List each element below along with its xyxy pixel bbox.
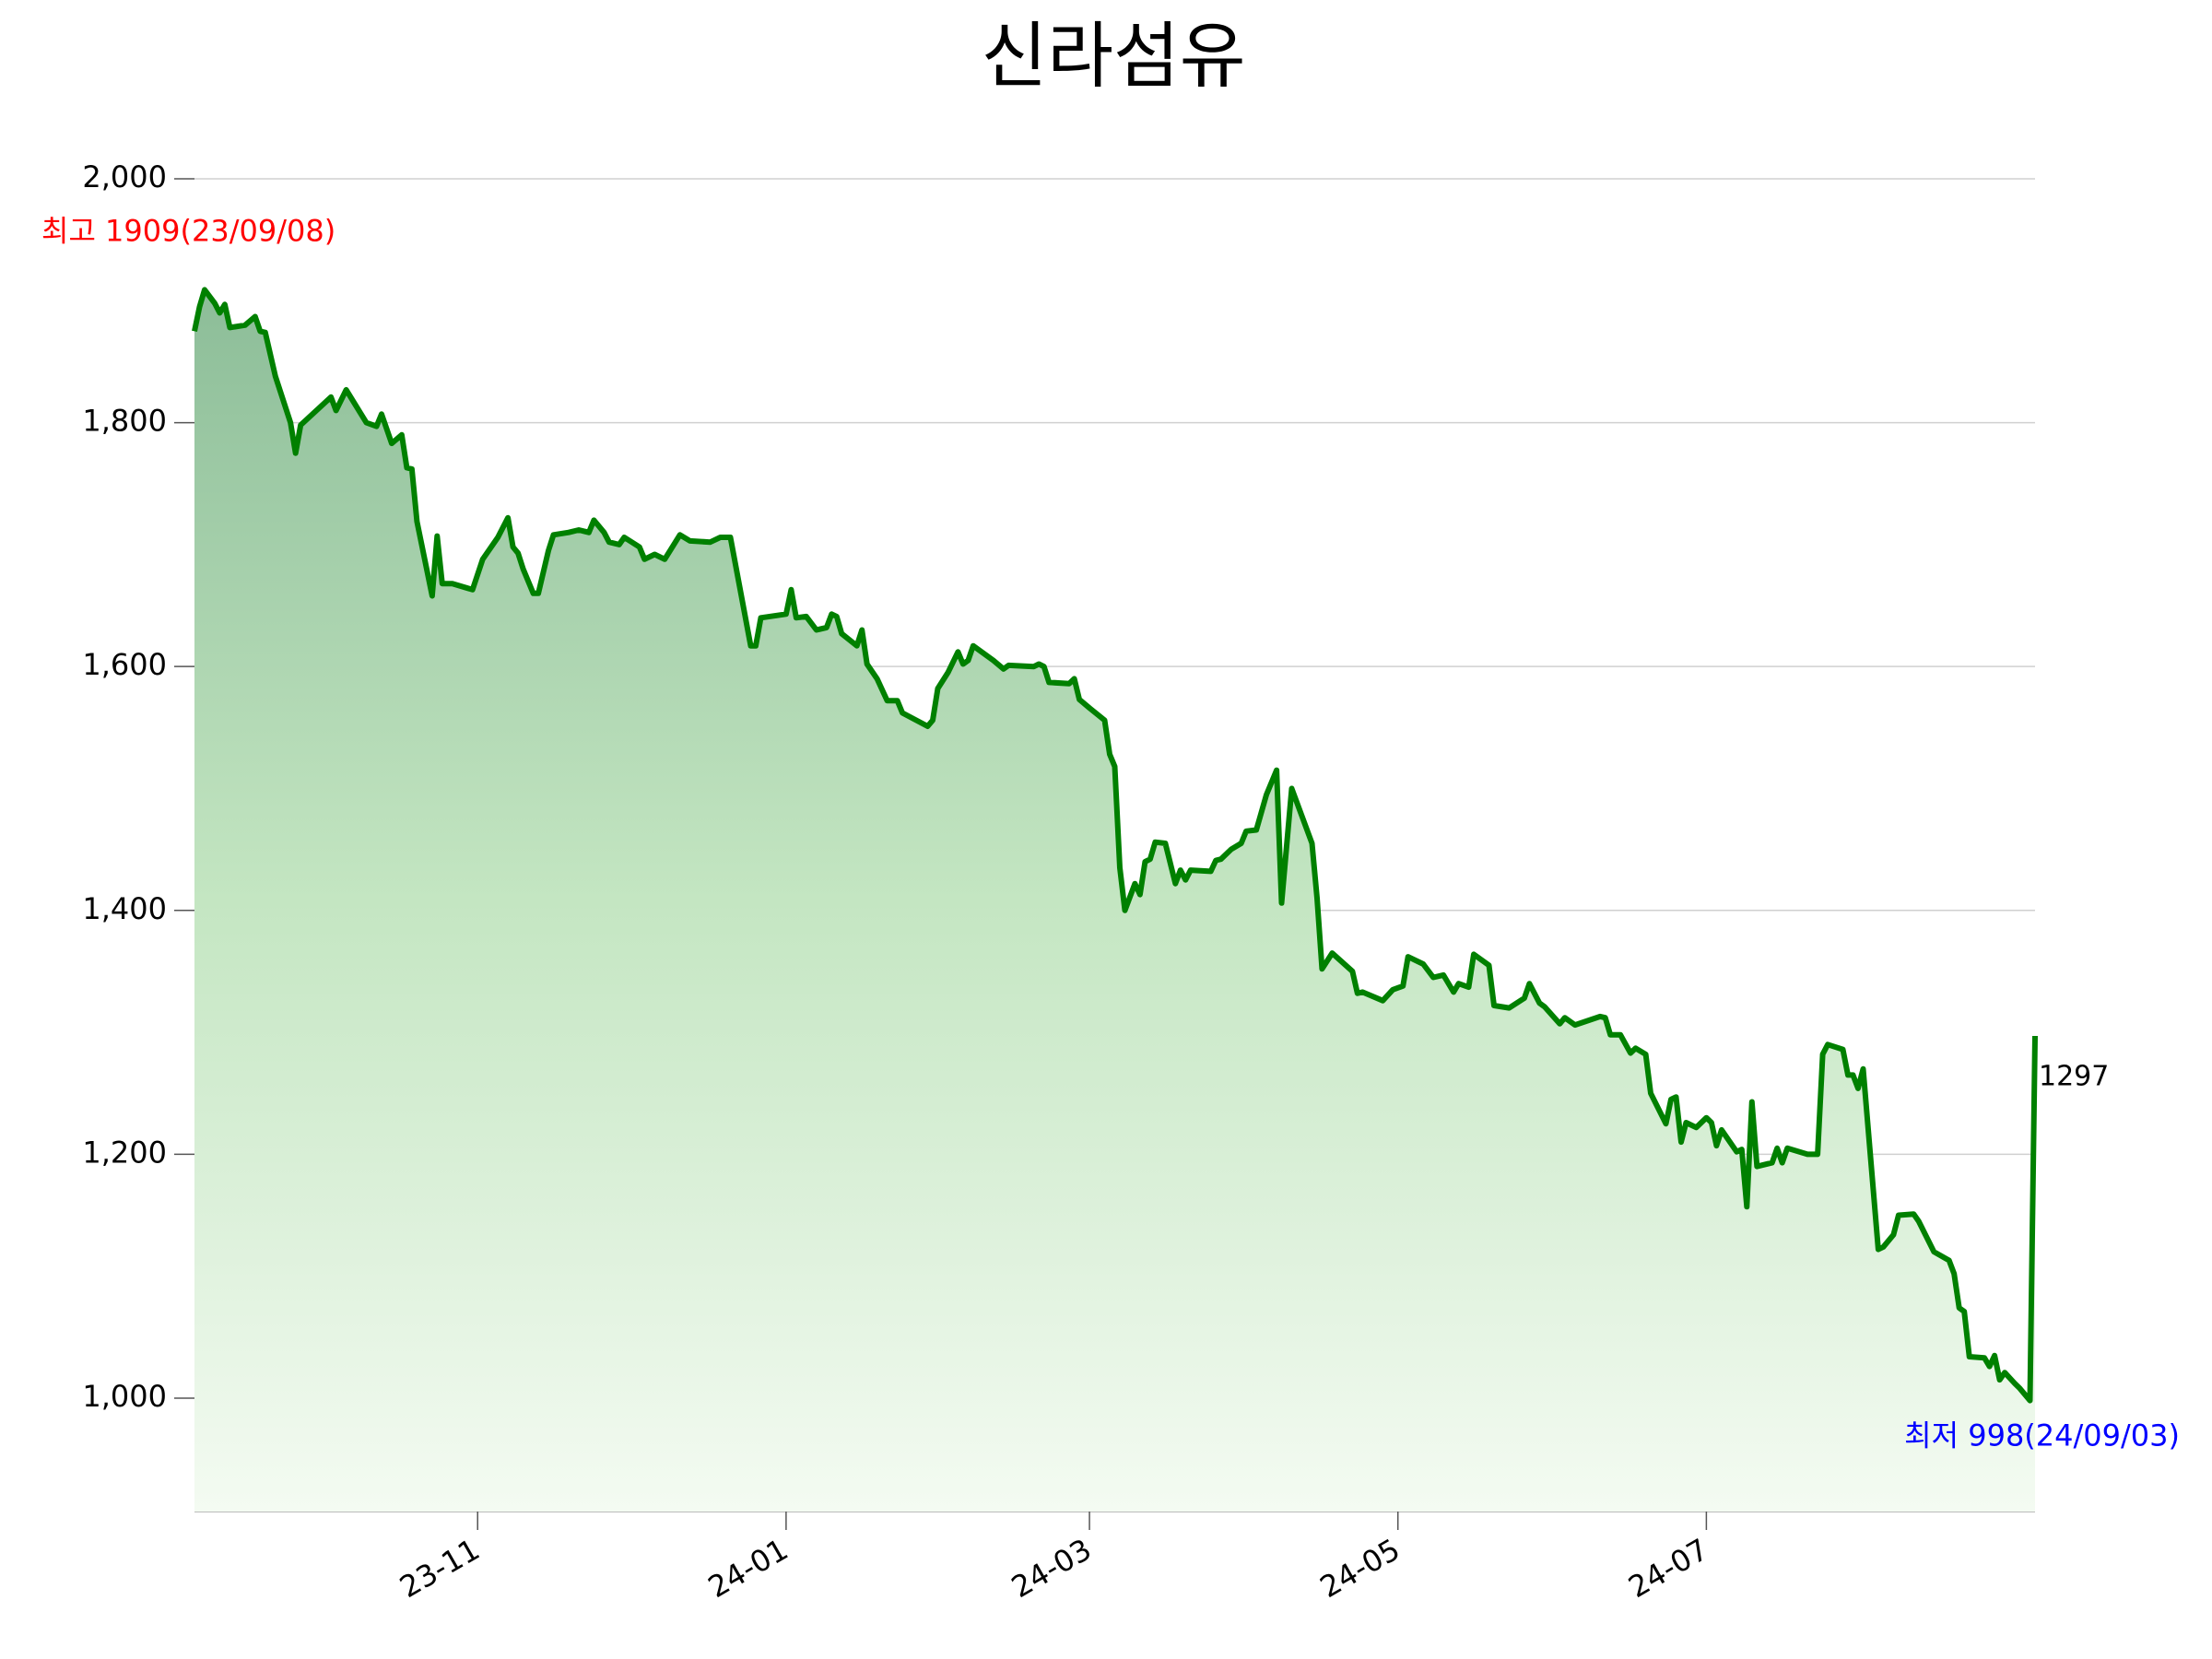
y-tick-label: 1,400 [82,891,167,926]
y-tick-label: 1,000 [82,1379,167,1414]
area [194,289,2035,1512]
x-tick-label: 24-07 [1622,1532,1714,1605]
y-tick-label: 2,000 [82,159,167,194]
x-tick-label: 24-05 [1314,1532,1406,1605]
last-value-label: 1297 [2039,1061,2109,1093]
y-tick-label: 1,800 [82,404,167,439]
price-line [192,287,2038,1404]
chart-title: 신라섬유 [981,15,1245,98]
max-annotation: 최고 1909(23/09/08) [41,213,335,248]
min-annotation: 최저 998(24/09/03) [1904,1418,2180,1453]
x-tick-label: 23-11 [394,1532,486,1605]
y-tick-label: 1,200 [82,1135,167,1170]
x-tick-label: 24-03 [1006,1532,1098,1605]
y-tick-label: 1,600 [82,647,167,682]
x-tick-label: 24-01 [702,1532,794,1605]
